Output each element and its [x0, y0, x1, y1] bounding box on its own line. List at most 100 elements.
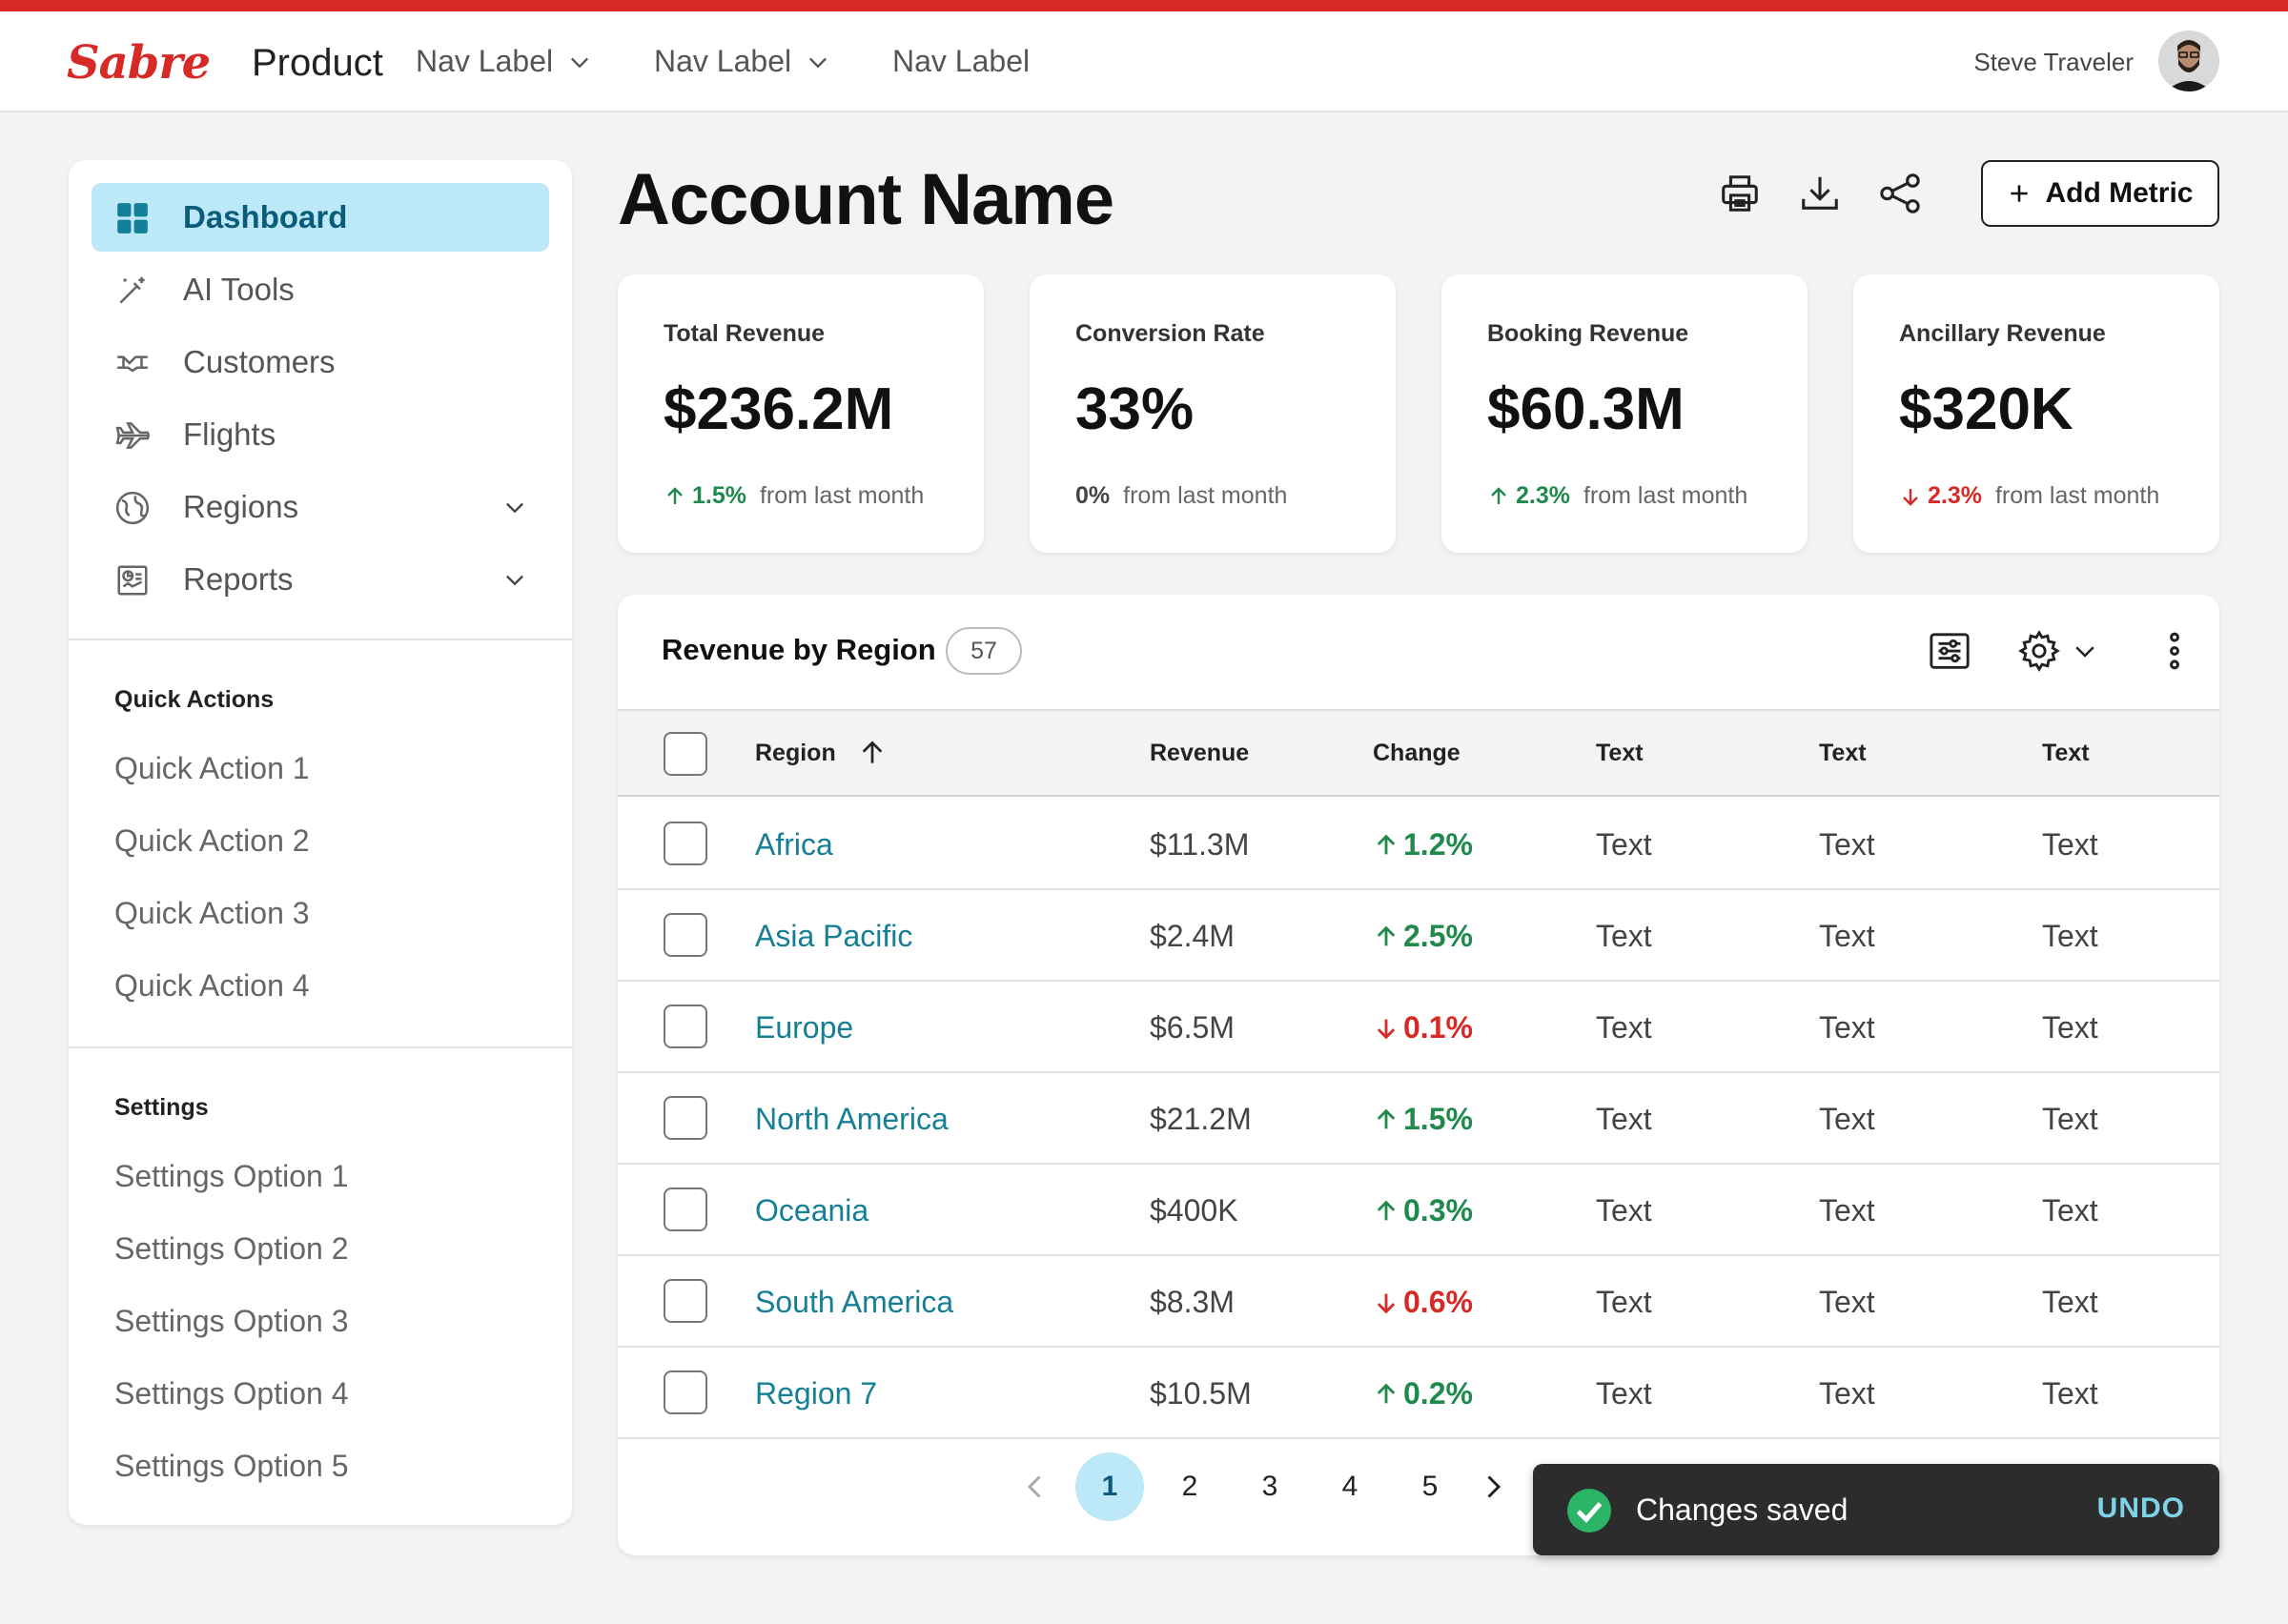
row-checkbox[interactable]: [664, 1370, 707, 1414]
share-icon[interactable]: [1878, 172, 1922, 215]
region-link[interactable]: Africa: [755, 827, 833, 862]
sidebar-item-flights[interactable]: Flights: [92, 400, 549, 469]
revenue-cell: $21.2M: [1150, 1102, 1252, 1136]
previous-page-icon[interactable]: [1018, 1470, 1052, 1504]
text-cell: Text: [1819, 1102, 1875, 1136]
kpi-delta: 2.3% from last month: [1899, 482, 2159, 510]
page-button[interactable]: 2: [1181, 1471, 1198, 1502]
filter-settings-icon[interactable]: [1928, 629, 1971, 673]
kpi-value: 33%: [1075, 376, 1195, 442]
region-link[interactable]: Oceania: [755, 1193, 869, 1228]
brand-stripe: [0, 0, 2288, 11]
change-value: 0.2%: [1403, 1376, 1473, 1411]
settings-option-link[interactable]: Settings Option 2: [114, 1231, 349, 1266]
toast-notification: Changes saved UNDO: [1533, 1464, 2219, 1555]
sidebar-item-regions[interactable]: Regions: [92, 473, 549, 541]
column-header-revenue[interactable]: Revenue: [1150, 740, 1250, 766]
sidebar-divider: [69, 1046, 572, 1048]
quick-action-link[interactable]: Quick Action 1: [114, 751, 310, 785]
revenue-table-card: Revenue by Region 57 Region Revenue Chan…: [618, 595, 2219, 1555]
plus-icon: [2011, 185, 2029, 202]
revenue-cell: $10.5M: [1150, 1376, 1252, 1411]
text-cell: Text: [2042, 1193, 2098, 1228]
table-row: Europe $6.5M 0.1% Text Text Text: [618, 982, 2219, 1073]
nav-item-3[interactable]: Nav Label: [892, 44, 1030, 79]
sidebar-item-customers[interactable]: Customers: [92, 328, 549, 396]
sidebar-item-reports[interactable]: Reports: [92, 545, 549, 614]
settings-option-link[interactable]: Settings Option 4: [114, 1376, 349, 1411]
arrow-up-icon: [1377, 925, 1396, 945]
user-name[interactable]: Steve Traveler: [1973, 48, 2134, 76]
text-cell: Text: [1596, 827, 1652, 862]
kpi-delta: 1.5% from last month: [664, 482, 924, 510]
quick-action-link[interactable]: Quick Action 4: [114, 968, 310, 1003]
sidebar-item-label: AI Tools: [183, 272, 295, 307]
table-row: North America $21.2M 1.5% Text Text Text: [618, 1073, 2219, 1165]
page-button[interactable]: 1: [1075, 1452, 1144, 1521]
settings-option-link[interactable]: Settings Option 5: [114, 1449, 349, 1483]
column-header-region[interactable]: Region: [755, 738, 888, 768]
download-icon[interactable]: [1798, 172, 1842, 215]
kpi-card-total-revenue: Total Revenue $236.2M 1.5% from last mon…: [618, 274, 984, 553]
kpi-value: $320K: [1899, 376, 2074, 442]
chevron-down-icon: [809, 57, 827, 68]
globe-icon: [115, 491, 150, 525]
column-header-text-2[interactable]: Text: [1819, 740, 1867, 766]
row-checkbox[interactable]: [664, 1188, 707, 1231]
settings-option-link[interactable]: Settings Option 3: [114, 1304, 349, 1338]
region-link[interactable]: Asia Pacific: [755, 919, 913, 953]
sidebar-item-label: Regions: [183, 489, 299, 524]
column-header-text-1[interactable]: Text: [1596, 740, 1644, 766]
table-title: Revenue by Region: [662, 633, 936, 666]
change-cell: 0.1%: [1373, 1010, 1473, 1045]
sidebar-item-ai-tools[interactable]: AI Tools: [92, 255, 549, 324]
kpi-delta-value: 0%: [1075, 482, 1111, 509]
sidebar-item-label: Reports: [183, 561, 294, 597]
revenue-cell: $2.4M: [1150, 919, 1235, 953]
dashboard-grid-icon: [117, 203, 148, 233]
settings-option-link[interactable]: Settings Option 1: [114, 1159, 349, 1193]
nav-item-2[interactable]: Nav Label: [654, 44, 831, 79]
region-link[interactable]: North America: [755, 1102, 949, 1136]
region-link[interactable]: South America: [755, 1285, 954, 1319]
select-all-checkbox[interactable]: [664, 732, 707, 776]
row-checkbox[interactable]: [664, 822, 707, 865]
row-checkbox[interactable]: [664, 1096, 707, 1140]
add-metric-button[interactable]: Add Metric: [1981, 160, 2219, 227]
chevron-down-icon[interactable]: [2071, 629, 2099, 673]
revenue-cell: $400K: [1150, 1193, 1238, 1228]
kpi-delta-value: 2.3%: [1516, 482, 1570, 509]
user-photo-icon: [2158, 30, 2219, 91]
page-button[interactable]: 3: [1261, 1471, 1278, 1502]
row-checkbox[interactable]: [664, 913, 707, 957]
nav-item-1[interactable]: Nav Label: [416, 44, 593, 79]
table-row: Africa $11.3M 1.2% Text Text Text: [618, 799, 2219, 890]
arrow-down-icon: [1903, 488, 1918, 506]
nav-item-label: Nav Label: [654, 44, 792, 78]
column-header-label: Region: [755, 739, 836, 766]
row-checkbox[interactable]: [664, 1279, 707, 1323]
avatar[interactable]: [2158, 30, 2219, 91]
revenue-cell: $11.3M: [1150, 827, 1250, 862]
quick-action-link[interactable]: Quick Action 2: [114, 823, 310, 858]
print-icon[interactable]: [1718, 172, 1762, 215]
column-header-change[interactable]: Change: [1373, 740, 1461, 766]
sabre-logo[interactable]: Sabre: [67, 36, 211, 90]
text-cell: Text: [1596, 1376, 1652, 1411]
page-button[interactable]: 4: [1341, 1471, 1358, 1502]
quick-action-link[interactable]: Quick Action 3: [114, 896, 310, 930]
add-metric-label: Add Metric: [2045, 177, 2194, 209]
quick-actions-heading: Quick Actions: [114, 686, 275, 713]
undo-button[interactable]: UNDO: [2096, 1492, 2185, 1524]
gear-icon[interactable]: [2017, 629, 2061, 673]
region-link[interactable]: Europe: [755, 1010, 854, 1045]
column-header-text-3[interactable]: Text: [2042, 740, 2090, 766]
more-vertical-icon[interactable]: [2153, 629, 2196, 673]
region-link[interactable]: Region 7: [755, 1376, 878, 1411]
row-checkbox[interactable]: [664, 1005, 707, 1048]
text-cell: Text: [1596, 1010, 1652, 1045]
next-page-icon[interactable]: [1476, 1470, 1510, 1504]
revenue-cell: $8.3M: [1150, 1285, 1235, 1319]
sidebar-item-dashboard[interactable]: Dashboard: [92, 183, 549, 252]
page-button[interactable]: 5: [1421, 1471, 1439, 1502]
